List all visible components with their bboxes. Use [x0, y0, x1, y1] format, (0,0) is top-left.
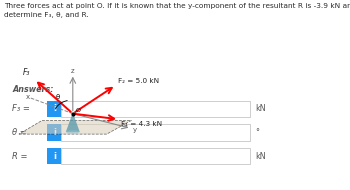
Bar — [47, 148, 61, 164]
Text: O: O — [76, 108, 81, 113]
Text: i: i — [53, 152, 56, 161]
Text: Three forces act at point O. If it is known that the y-component of the resultan: Three forces act at point O. If it is kn… — [4, 3, 350, 9]
Text: θ: θ — [56, 94, 60, 100]
Text: i: i — [53, 128, 56, 137]
Text: y: y — [133, 127, 137, 133]
Text: Answers:: Answers: — [12, 86, 54, 94]
Text: R =: R = — [12, 152, 28, 161]
Ellipse shape — [66, 130, 80, 134]
Text: F₃ =: F₃ = — [12, 104, 30, 113]
Text: determine F₃, θ, and R.: determine F₃, θ, and R. — [4, 12, 89, 18]
Text: F₁ = 4.3 kN: F₁ = 4.3 kN — [121, 121, 162, 127]
Bar — [61, 101, 250, 117]
Text: F₂ = 5.0 kN: F₂ = 5.0 kN — [118, 78, 159, 84]
Polygon shape — [66, 112, 80, 132]
Bar — [47, 124, 61, 141]
Polygon shape — [19, 120, 131, 134]
Text: x: x — [25, 93, 29, 100]
Bar — [61, 148, 250, 164]
Text: z: z — [71, 68, 75, 74]
Text: θ =: θ = — [12, 128, 27, 137]
Bar — [47, 101, 61, 117]
Text: kN: kN — [255, 104, 265, 113]
Text: i: i — [53, 104, 56, 113]
Text: F₃: F₃ — [23, 68, 30, 77]
Text: kN: kN — [255, 152, 265, 161]
Bar — [61, 124, 250, 141]
Text: °: ° — [255, 128, 259, 137]
